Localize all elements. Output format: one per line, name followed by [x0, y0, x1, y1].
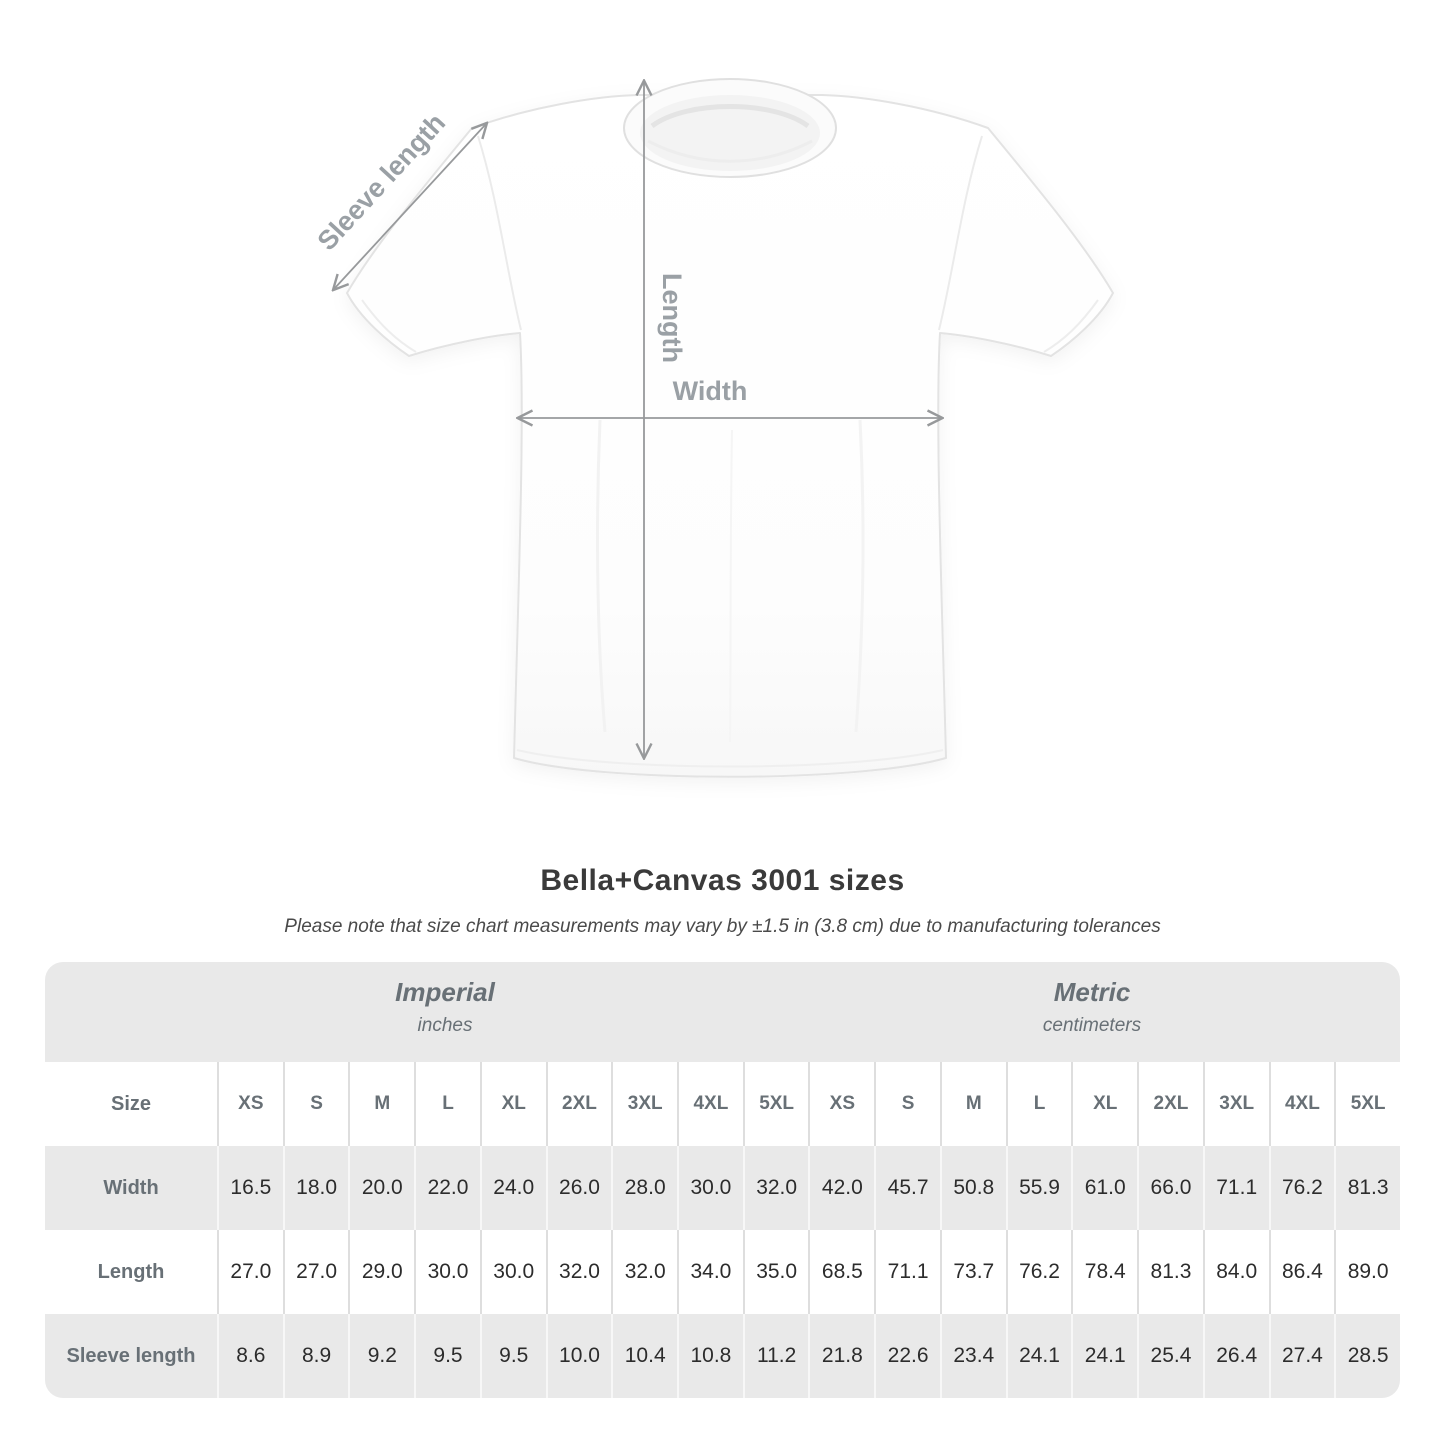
measurement-cell: 16.5	[217, 1146, 283, 1230]
measurement-cell: 24.0	[479, 1146, 546, 1230]
size-col-header: L	[1005, 1062, 1072, 1146]
measurement-cell: 35.0	[742, 1230, 809, 1314]
metric-unit-label: centimeters	[1042, 1015, 1142, 1036]
measurement-cell: 76.2	[1268, 1146, 1335, 1230]
measurement-cell: 9.5	[414, 1314, 480, 1398]
measurement-cell: 27.0	[282, 1230, 349, 1314]
measurement-cell: 71.1	[1202, 1146, 1269, 1230]
measurement-cell: 8.6	[217, 1314, 283, 1398]
measurement-cell: 32.0	[545, 1230, 612, 1314]
size-col-header: 5XL	[1334, 1062, 1400, 1146]
measurement-cell: 81.3	[1334, 1146, 1400, 1230]
unit-band: Imperial inches Metric centimeters	[45, 962, 1400, 1062]
imperial-label: Imperial	[395, 977, 495, 1007]
measurement-arrows	[334, 82, 941, 757]
measurement-cell: 26.4	[1202, 1314, 1269, 1398]
size-col-header: S	[282, 1062, 349, 1146]
width-row: Width 16.5 18.0 20.0 22.0 24.0 26.0 28.0 30.0 32…	[45, 1146, 1400, 1230]
size-col-header: 2XL	[1137, 1062, 1203, 1146]
measurement-cell: 30.0	[414, 1230, 480, 1314]
size-col-header: 5XL	[742, 1062, 809, 1146]
length-row: Length 27.0 27.0 29.0 30.0 30.0 32.0 32.0 34.0 3…	[45, 1230, 1400, 1314]
size-col-header: 2XL	[545, 1062, 612, 1146]
measurement-cell: 10.0	[545, 1314, 612, 1398]
size-col-header: L	[414, 1062, 480, 1146]
measurement-cell: 73.7	[939, 1230, 1006, 1314]
size-col-header: XS	[217, 1062, 283, 1146]
size-chart-table: Imperial inches Metric centimeters Size …	[45, 962, 1400, 1398]
tolerance-note: Please note that size chart measurements…	[284, 916, 1161, 937]
tshirt-diagram: Sleeve length Length Width	[312, 78, 1114, 778]
measurement-cell: 30.0	[677, 1146, 743, 1230]
measurement-cell: 55.9	[1005, 1146, 1072, 1230]
metric-label: Metric	[1053, 977, 1131, 1007]
measurement-cell: 61.0	[1071, 1146, 1137, 1230]
measurement-cell: 50.8	[939, 1146, 1006, 1230]
measurement-cell: 21.8	[808, 1314, 874, 1398]
imperial-unit-header: Imperial inches	[395, 977, 495, 1037]
measurement-cell: 22.6	[874, 1314, 940, 1398]
measurement-cell: 86.4	[1268, 1230, 1335, 1314]
size-col-header: M	[939, 1062, 1006, 1146]
measurement-cell: 22.0	[414, 1146, 480, 1230]
measurement-cell: 28.0	[611, 1146, 677, 1230]
tshirt-image	[346, 78, 1114, 778]
measurement-cell: 23.4	[939, 1314, 1006, 1398]
measurement-cell: 30.0	[479, 1230, 546, 1314]
measurement-cell: 26.0	[545, 1146, 612, 1230]
measurement-cell: 42.0	[808, 1146, 874, 1230]
measurement-cell: 81.3	[1137, 1230, 1203, 1314]
measurement-cell: 76.2	[1005, 1230, 1072, 1314]
measurement-cell: 11.2	[742, 1314, 809, 1398]
row-label-sleeve-length: Sleeve length	[66, 1344, 196, 1367]
measurement-cell: 84.0	[1202, 1230, 1269, 1314]
size-col-header: 3XL	[611, 1062, 677, 1146]
size-col-header: 3XL	[1202, 1062, 1269, 1146]
measurement-cell: 66.0	[1137, 1146, 1203, 1230]
size-col-header: M	[348, 1062, 414, 1146]
measurement-cell: 10.8	[677, 1314, 743, 1398]
size-col-header: S	[874, 1062, 940, 1146]
measurement-cell: 71.1	[874, 1230, 940, 1314]
size-header-label: Size	[110, 1092, 152, 1115]
measurement-cell: 18.0	[282, 1146, 349, 1230]
measurement-cell: 68.5	[808, 1230, 874, 1314]
page-title: Bella+Canvas 3001 sizes	[540, 864, 905, 897]
size-col-header: XS	[808, 1062, 874, 1146]
measurement-cell: 27.0	[217, 1230, 283, 1314]
size-col-header: 4XL	[1268, 1062, 1335, 1146]
measurement-cell: 9.5	[479, 1314, 546, 1398]
measurement-cell: 20.0	[348, 1146, 414, 1230]
metric-unit-header: Metric centimeters	[1043, 977, 1141, 1037]
length-label: Length	[657, 273, 687, 363]
measurement-cell: 24.1	[1071, 1314, 1137, 1398]
row-label-length: Length	[97, 1260, 165, 1283]
measurement-cell: 29.0	[348, 1230, 414, 1314]
measurement-cell: 28.5	[1334, 1314, 1400, 1398]
measurement-cell: 34.0	[677, 1230, 743, 1314]
row-label-width: Width	[103, 1176, 159, 1199]
measurement-cell: 9.2	[348, 1314, 414, 1398]
size-col-header: 4XL	[677, 1062, 743, 1146]
measurement-cell: 32.0	[611, 1230, 677, 1314]
measurement-cell: 24.1	[1005, 1314, 1072, 1398]
measurement-cell: 45.7	[874, 1146, 940, 1230]
measurement-cell: 25.4	[1137, 1314, 1203, 1398]
measurement-cell: 27.4	[1268, 1314, 1335, 1398]
size-header-row: Size XS S M L XL 2XL 3XL 4XL 5XL XS S M L XL 2XL 3XL 4XL…	[45, 1062, 1400, 1146]
measurement-cell: 10.4	[611, 1314, 677, 1398]
sleeve-length-arrow	[334, 124, 486, 289]
size-col-header: XL	[1071, 1062, 1137, 1146]
measurement-cell: 78.4	[1071, 1230, 1137, 1314]
measurement-cell: 8.9	[282, 1314, 349, 1398]
width-label: Width	[673, 376, 748, 406]
measurement-cell: 32.0	[742, 1146, 809, 1230]
size-col-header: XL	[479, 1062, 546, 1146]
sleeve-length-row: Sleeve length 8.6 8.9 9.2 9.5 9.5 10.0 10.4 10.…	[45, 1314, 1400, 1398]
imperial-unit-label: inches	[417, 1015, 473, 1036]
measurement-cell: 89.0	[1334, 1230, 1400, 1314]
